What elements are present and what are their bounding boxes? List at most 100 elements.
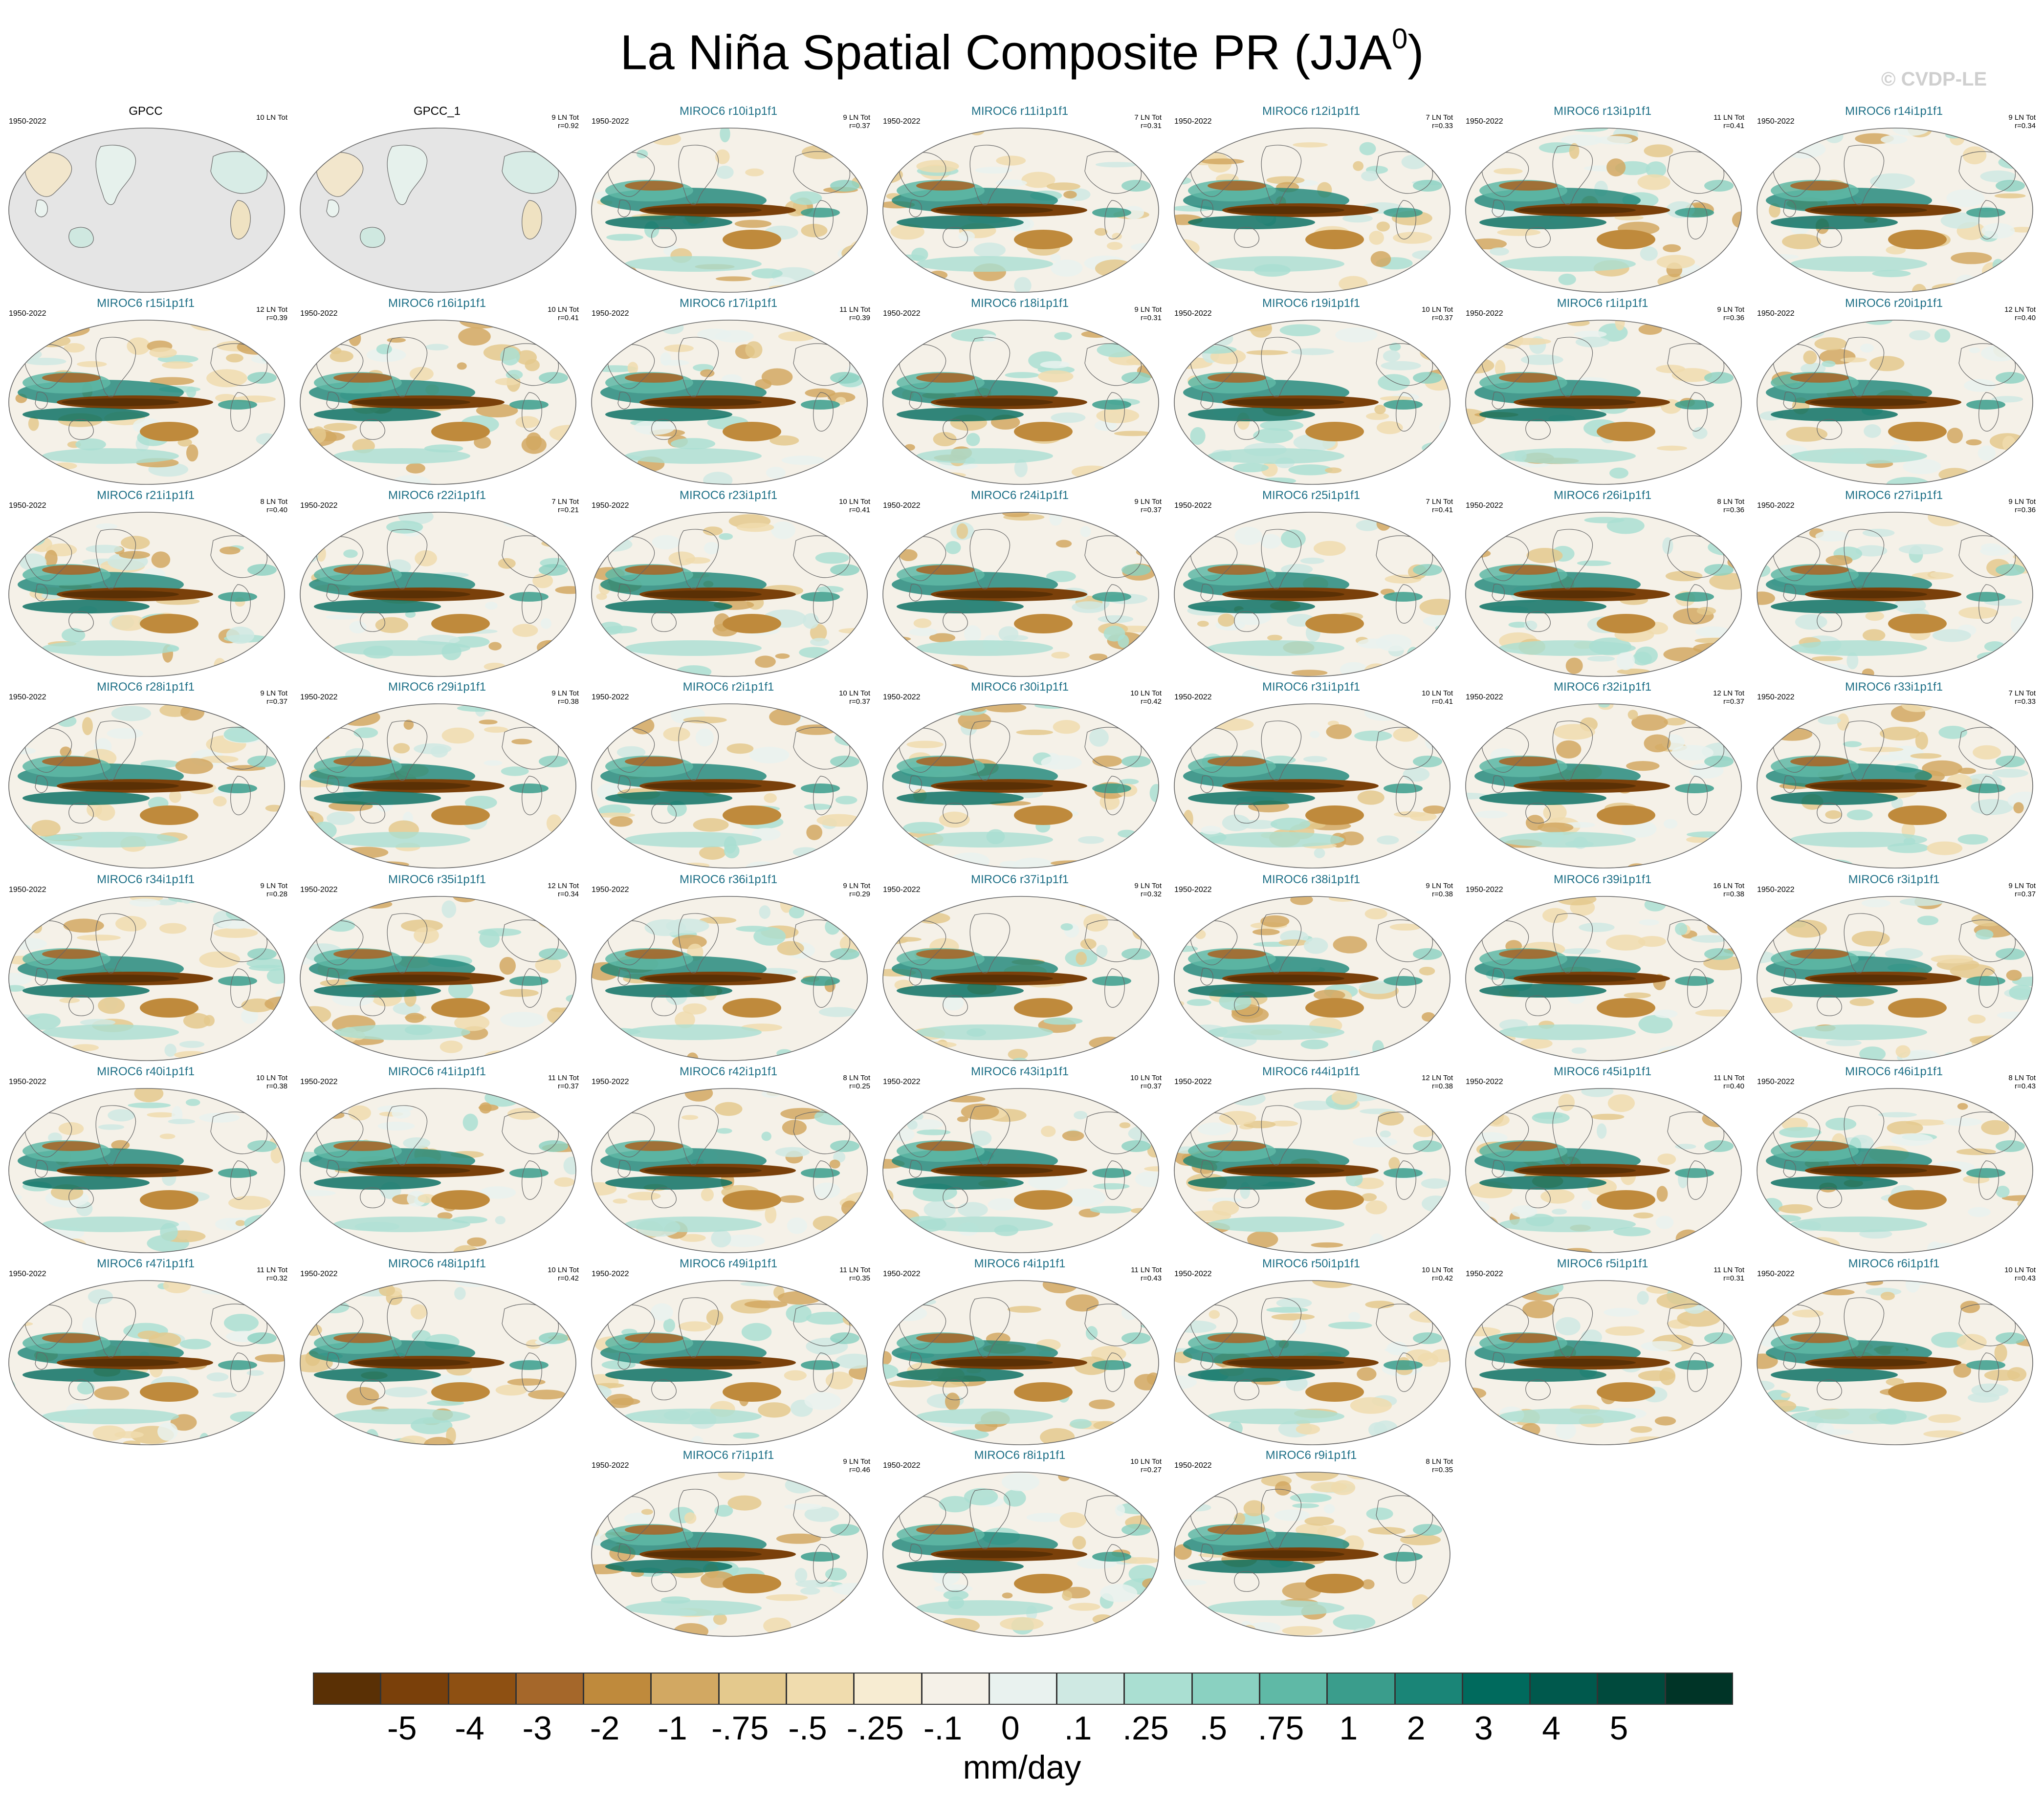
panel-event-count: 9 LN Tot r=0.37 (843, 113, 870, 130)
panel-correlation: r=0.92 (558, 122, 579, 130)
panel-period: 1950-2022 (1174, 1270, 1212, 1278)
colorbar-tick-label: .1 (1064, 1710, 1092, 1747)
robinson-map (8, 1088, 285, 1253)
panel-title: MIROC6 r15i1p1f1 (96, 297, 195, 310)
panel-count-text: 16 LN Tot (1713, 882, 1744, 890)
map-outline (1757, 320, 2033, 485)
panel-period: 1950-2022 (1757, 117, 1795, 126)
panel-period: 1950-2022 (592, 1461, 629, 1470)
panel-event-count: 10 LN Tot r=0.41 (548, 305, 579, 322)
map-outline (882, 896, 1159, 1061)
panel-title: MIROC6 r34i1p1f1 (96, 873, 195, 886)
panel-correlation: r=0.43 (2015, 1274, 2036, 1282)
panel-correlation: r=0.37 (849, 697, 870, 706)
panel-correlation: r=0.41 (1432, 697, 1453, 706)
robinson-map (8, 128, 285, 293)
panel-title: MIROC6 r43i1p1f1 (970, 1065, 1069, 1078)
colorbar-tick-label: -.75 (711, 1710, 769, 1747)
map-outline (882, 320, 1159, 485)
colorbar-tick-label: 1 (1339, 1710, 1358, 1747)
map-panel: MIROC6 r23i1p1f1 1950-2022 10 LN Tot r=0.41 (583, 489, 874, 680)
map-panel: MIROC6 r47i1p1f1 1950-2022 11 LN Tot r=0.32 (0, 1257, 291, 1449)
colorbar-tick-label: 0 (1001, 1710, 1020, 1747)
panel-correlation: r=0.38 (558, 697, 579, 706)
robinson-map (1174, 1088, 1451, 1253)
panel-period: 1950-2022 (1757, 1078, 1795, 1086)
panel-correlation: r=0.37 (849, 122, 870, 130)
panel-count-text: 9 LN Tot (1426, 882, 1453, 890)
colorbar-swatch (1530, 1673, 1598, 1705)
map-outline (1757, 1088, 2033, 1253)
map-panel: MIROC6 r44i1p1f1 1950-2022 12 LN Tot r=0.38 (1165, 1065, 1457, 1257)
map-outline (882, 128, 1159, 293)
panel-period: 1950-2022 (883, 501, 921, 510)
panel-correlation: r=0.42 (1432, 1274, 1453, 1282)
panel-title: MIROC6 r45i1p1f1 (1553, 1065, 1652, 1078)
map-panel: MIROC6 r33i1p1f1 1950-2022 7 LN Tot r=0.33 (1748, 680, 2040, 872)
map-panel: MIROC6 r27i1p1f1 1950-2022 9 LN Tot r=0.36 (1748, 489, 2040, 680)
panel-event-count: 8 LN Tot r=0.40 (260, 498, 287, 514)
map-outline (882, 703, 1159, 869)
panel-count-text: 10 LN Tot (1422, 1266, 1453, 1274)
panel-event-count: 11 LN Tot r=0.43 (1131, 1266, 1162, 1282)
panel-title: MIROC6 r50i1p1f1 (1262, 1257, 1361, 1270)
robinson-map (591, 512, 868, 677)
robinson-map (300, 896, 576, 1061)
panel-event-count: 11 LN Tot r=0.41 (1714, 113, 1744, 130)
map-outline (1757, 896, 2033, 1061)
map-panel: MIROC6 r13i1p1f1 1950-2022 11 LN Tot r=0.41 (1457, 105, 1748, 296)
robinson-map (882, 512, 1159, 677)
panel-count-text: 11 LN Tot (1714, 1266, 1744, 1274)
panel-event-count: 8 LN Tot r=0.35 (1426, 1457, 1453, 1474)
panel-event-count: 7 LN Tot r=0.33 (2008, 689, 2036, 706)
map-panel: MIROC6 r7i1p1f1 1950-2022 9 LN Tot r=0.46 (583, 1449, 874, 1640)
robinson-map (882, 703, 1159, 869)
panel-period: 1950-2022 (1757, 693, 1795, 701)
panel-count-text: 12 LN Tot (548, 882, 579, 890)
map-outline (1465, 1280, 1742, 1445)
panel-event-count: 12 LN Tot r=0.40 (2004, 305, 2036, 322)
panel-count-text: 11 LN Tot (257, 1266, 287, 1274)
colorbar-swatch (786, 1673, 855, 1705)
map-outline (1465, 896, 1742, 1061)
colorbar-tick-label: 3 (1474, 1710, 1493, 1747)
panel-count-text: 11 LN Tot (839, 1266, 870, 1274)
map-panel: MIROC6 r19i1p1f1 1950-2022 10 LN Tot r=0.37 (1165, 297, 1457, 488)
panel-count-text: 7 LN Tot (1426, 498, 1453, 506)
panel-event-count: 10 LN Tot r=0.42 (548, 1266, 579, 1282)
panel-count-text: 9 LN Tot (843, 1457, 870, 1466)
map-panel: MIROC6 r21i1p1f1 1950-2022 8 LN Tot r=0.40 (0, 489, 291, 680)
colorbar-tick-label: -5 (387, 1710, 417, 1747)
panel-correlation: r=0.37 (558, 1082, 579, 1090)
panel-correlation: r=0.28 (266, 890, 287, 898)
panel-period: 1950-2022 (1466, 886, 1503, 894)
panel-correlation: r=0.42 (558, 1274, 579, 1282)
panel-count-text: 9 LN Tot (1134, 882, 1162, 890)
map-outline (300, 1280, 576, 1445)
robinson-map (300, 512, 576, 677)
map-outline (8, 1280, 285, 1445)
map-outline (591, 1472, 868, 1637)
colorbar-swatch (1597, 1673, 1666, 1705)
panel-event-count: 11 LN Tot r=0.35 (839, 1266, 870, 1282)
panel-event-count: 11 LN Tot r=0.37 (548, 1074, 579, 1090)
panel-event-count: 12 LN Tot r=0.37 (1713, 689, 1744, 706)
map-outline (8, 1088, 285, 1253)
panel-event-count: 9 LN Tot r=0.46 (843, 1457, 870, 1474)
map-outline (591, 320, 868, 485)
panel-count-text: 10 LN Tot (256, 113, 287, 122)
map-outline (1174, 512, 1451, 677)
panel-count-text: 10 LN Tot (839, 498, 870, 506)
robinson-map (591, 128, 868, 293)
panel-title: MIROC6 r46i1p1f1 (1845, 1065, 1943, 1078)
panel-period: 1950-2022 (300, 1078, 338, 1086)
panel-count-text: 11 LN Tot (839, 305, 870, 314)
map-panel: MIROC6 r50i1p1f1 1950-2022 10 LN Tot r=0.42 (1165, 1257, 1457, 1449)
panel-period: 1950-2022 (883, 693, 921, 701)
panel-correlation: r=0.37 (1141, 1082, 1162, 1090)
panel-count-text: 10 LN Tot (1422, 305, 1453, 314)
panel-title: MIROC6 r32i1p1f1 (1553, 680, 1652, 694)
panel-event-count: 9 LN Tot r=0.37 (1134, 498, 1162, 514)
colorbar-swatch (313, 1673, 381, 1705)
